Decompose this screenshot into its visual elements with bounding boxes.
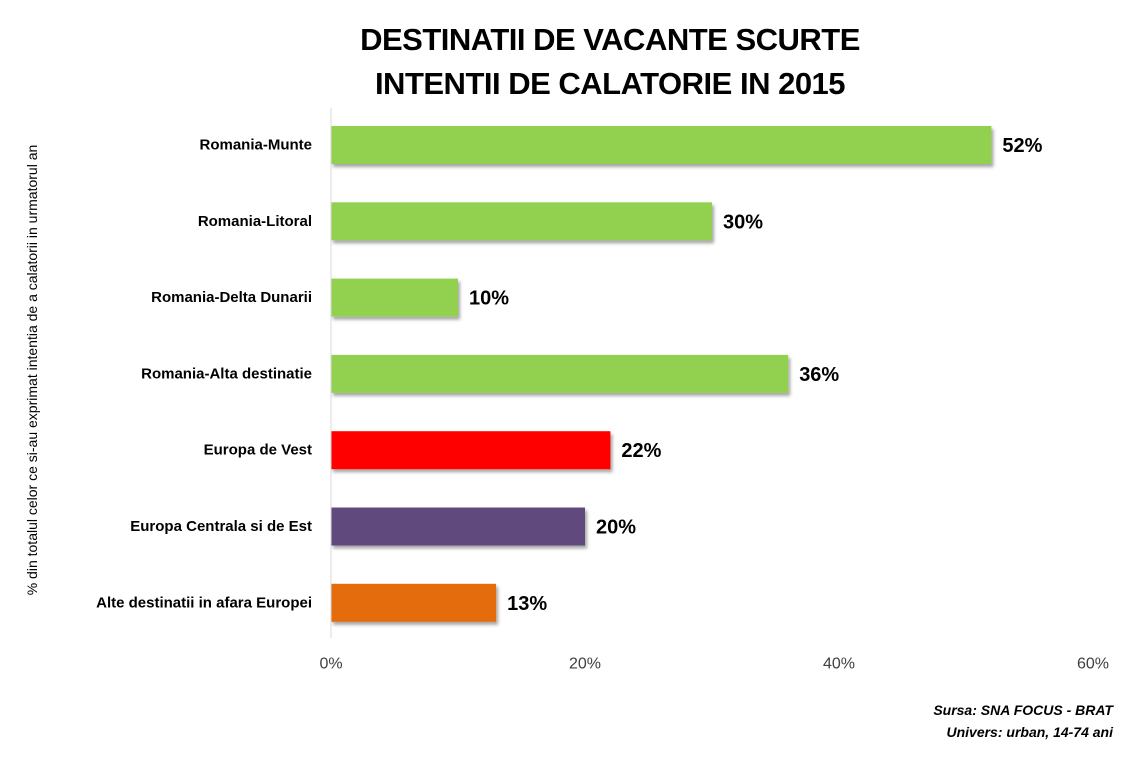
bar: [331, 126, 992, 164]
bar: [331, 354, 789, 393]
bar: [331, 278, 458, 317]
category-label: Alte destinatii in afara Europei: [96, 594, 312, 611]
data-label: 10%: [469, 288, 509, 310]
data-label: 13%: [507, 593, 547, 615]
bar: [331, 507, 585, 546]
category-label: Europa de Vest: [204, 442, 312, 459]
category-label: Romania-Alta destinatie: [141, 365, 312, 382]
bar: [331, 202, 712, 241]
data-label: 52%: [1002, 135, 1042, 157]
data-label: 22%: [621, 440, 661, 462]
x-tick-label: 60%: [1077, 656, 1109, 673]
category-label: Romania-Delta Dunarii: [151, 289, 312, 306]
chart-title-line-2: INTENTII DE CALATORIE IN 2015: [374, 66, 846, 101]
data-label: 30%: [723, 211, 763, 233]
bar: [331, 583, 497, 622]
data-label: 36%: [799, 364, 839, 386]
bar: [331, 431, 611, 470]
source-note: Sursa: SNA FOCUS - BRAT: [933, 702, 1113, 718]
x-tick-label: 0%: [319, 656, 342, 673]
category-label: Romania-Litoral: [198, 213, 312, 230]
category-label: Europa Centrala si de Est: [130, 518, 312, 535]
universe-note: Univers: urban, 14-74 ani: [946, 724, 1113, 740]
x-tick-label: 20%: [569, 656, 601, 673]
data-label: 20%: [596, 517, 636, 539]
x-tick-label: 40%: [823, 656, 855, 673]
chart-title-line-1: DESTINATII DE VACANTE SCURTE: [360, 22, 860, 57]
category-label: Romania-Munte: [200, 137, 313, 154]
